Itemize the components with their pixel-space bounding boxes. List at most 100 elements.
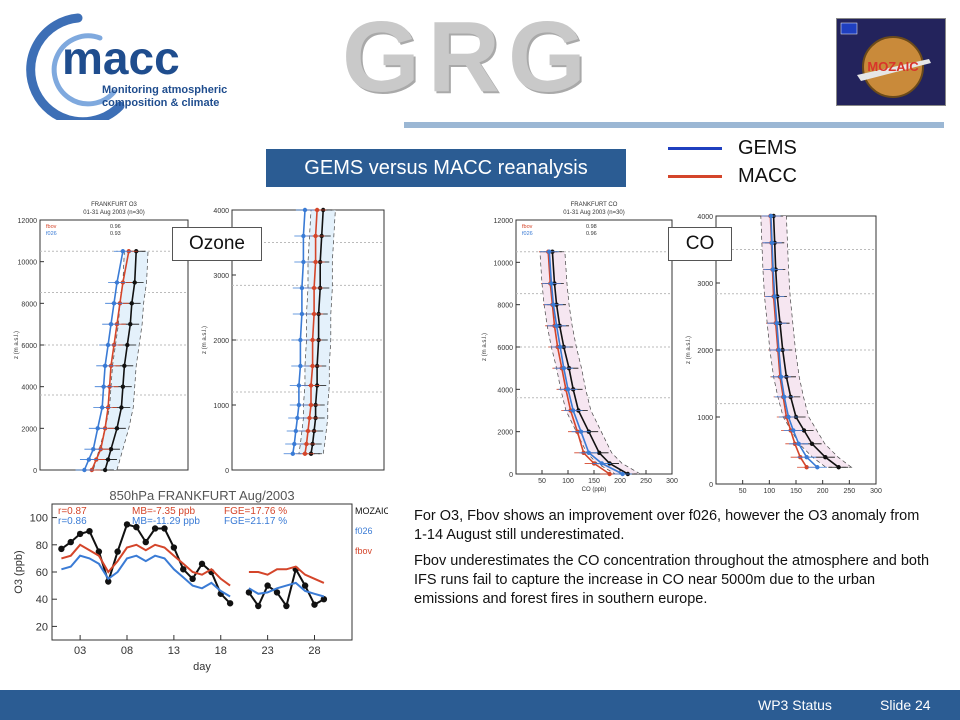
- series-line: [61, 554, 231, 598]
- data-point: [796, 441, 801, 446]
- y-tick-label: 2000: [497, 430, 513, 437]
- data-point: [558, 344, 563, 350]
- y-tick-label: 2000: [697, 348, 713, 355]
- legend-macc: MACC: [668, 164, 808, 188]
- y-tick-label: 4000: [213, 208, 229, 215]
- data-point: [133, 523, 140, 531]
- data-point: [198, 560, 206, 568]
- data-point: [128, 321, 133, 327]
- legend-value: 0.96: [586, 231, 597, 237]
- y-tick-label: 0: [509, 472, 513, 479]
- legend-name: f026: [46, 231, 57, 237]
- x-tick-label: 150: [588, 478, 600, 485]
- data-point: [782, 394, 787, 400]
- data-point: [298, 363, 303, 369]
- data-point: [791, 428, 796, 433]
- legend-gems-label: GEMS: [738, 137, 797, 159]
- data-point: [129, 301, 134, 306]
- data-point: [308, 383, 314, 388]
- data-point: [302, 451, 308, 456]
- x-tick-label: 100: [562, 478, 574, 485]
- data-point: [111, 301, 117, 306]
- data-point: [290, 451, 295, 456]
- x-tick-label: 250: [640, 478, 652, 485]
- data-point: [296, 402, 302, 408]
- x-tick-label: 18: [215, 645, 227, 657]
- data-point: [142, 538, 149, 546]
- data-point: [293, 428, 299, 434]
- data-point: [565, 387, 571, 392]
- legend-gems: GEMS: [668, 136, 808, 160]
- data-point: [86, 457, 92, 462]
- data-point: [586, 450, 591, 456]
- legend-name: f026: [522, 231, 533, 237]
- y-tick-label: 4000: [21, 385, 37, 392]
- co-label: CO: [668, 227, 732, 261]
- y-axis-label: z (m a.s.l.): [482, 333, 488, 361]
- data-point: [561, 365, 567, 371]
- slide-title: GEMS versus MACC reanalysis: [266, 149, 626, 187]
- data-point: [91, 446, 96, 452]
- co-lowlevel-chart: 0100020003000400050100150200250300CO (pp…: [686, 213, 882, 495]
- x-tick-label: 300: [666, 478, 678, 485]
- series-line: [547, 251, 611, 475]
- data-point: [301, 582, 309, 589]
- data-point: [114, 426, 120, 431]
- data-point: [804, 455, 809, 460]
- data-point: [273, 589, 281, 596]
- data-point: [67, 538, 74, 546]
- x-tick-label: 300: [870, 488, 882, 495]
- data-point: [607, 471, 612, 477]
- y-tick-label: 8000: [21, 301, 37, 308]
- data-point: [597, 450, 602, 456]
- stat-label: MB=-7.35 ppb: [132, 506, 196, 517]
- grg-logo: GRG: [342, 1, 594, 113]
- data-point: [310, 363, 315, 369]
- y-tick-label: 40: [36, 594, 48, 606]
- data-point: [120, 384, 126, 389]
- x-axis-label: CO (ppb): [582, 487, 607, 493]
- data-point: [255, 602, 262, 610]
- data-point: [226, 600, 234, 607]
- data-point: [778, 374, 784, 379]
- data-point: [132, 280, 137, 285]
- y-tick-label: 80: [36, 540, 48, 552]
- data-point: [313, 233, 318, 239]
- y-tick-label: 0: [709, 482, 713, 489]
- y-tick-label: 6000: [21, 343, 37, 350]
- x-tick-label: 03: [74, 645, 86, 657]
- data-point: [105, 578, 112, 585]
- data-point: [120, 249, 126, 254]
- data-point: [549, 281, 554, 286]
- data-point: [122, 363, 127, 369]
- data-point: [105, 457, 111, 462]
- data-point: [292, 441, 297, 447]
- header-rule: [404, 122, 944, 128]
- paragraph-co: Fbov underestimates the CO concentration…: [414, 553, 930, 607]
- legend-macc-line: [668, 175, 722, 178]
- data-point: [296, 383, 302, 388]
- y-tick-label: 4000: [497, 387, 513, 394]
- data-point: [105, 342, 111, 348]
- data-point: [320, 596, 328, 603]
- data-point: [620, 471, 625, 477]
- data-point: [295, 415, 300, 421]
- data-point: [551, 302, 556, 307]
- description-text: For O3, Fbov shows an improvement over f…: [414, 507, 934, 616]
- y-tick-label: 100: [30, 513, 48, 525]
- data-point: [815, 465, 820, 470]
- data-point: [58, 545, 65, 553]
- ozone-profile-chart: 0 2000 4000 6000 8000 10000 12000 z (m a.s.l.) F…: [14, 202, 189, 475]
- y-tick-label: 2000: [21, 426, 37, 433]
- chart-title: FRANKFURT O3: [91, 202, 137, 208]
- stat-label: FGE=17.76 %: [224, 506, 287, 517]
- data-point: [801, 428, 807, 433]
- x-tick-label: 250: [843, 488, 855, 495]
- data-point: [304, 441, 309, 447]
- data-point: [804, 465, 809, 470]
- data-point: [571, 408, 576, 413]
- legend-value: 0.96: [110, 224, 121, 230]
- data-point: [114, 548, 121, 555]
- data-point: [313, 259, 318, 265]
- data-point: [769, 240, 775, 245]
